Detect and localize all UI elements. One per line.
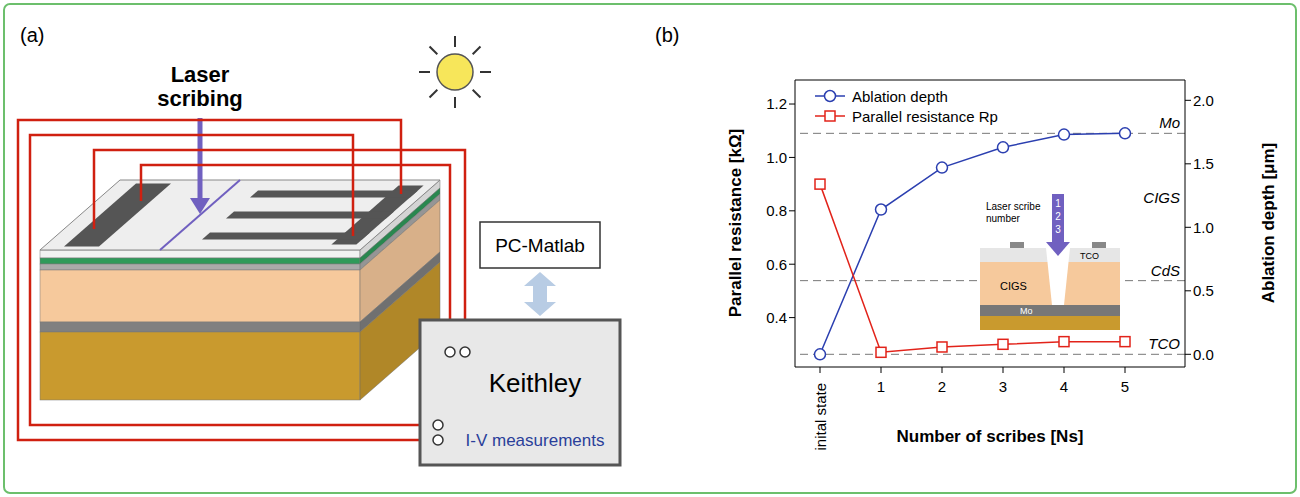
svg-text:TCO: TCO <box>1080 251 1099 261</box>
svg-text:Keithley: Keithley <box>489 368 582 398</box>
svg-text:Laser: Laser <box>171 62 230 87</box>
svg-text:Number of scribes [Ns]: Number of scribes [Ns] <box>896 427 1083 446</box>
svg-text:2: 2 <box>938 378 946 395</box>
svg-text:inital state: inital state <box>812 383 829 451</box>
svg-text:Mo: Mo <box>1159 114 1180 131</box>
svg-text:Parallel resistance Rp: Parallel resistance Rp <box>852 108 998 125</box>
svg-text:(b): (b) <box>655 24 679 46</box>
svg-text:1: 1 <box>1055 198 1061 209</box>
svg-text:number: number <box>986 213 1021 224</box>
svg-text:CdS: CdS <box>1151 262 1180 279</box>
svg-text:3: 3 <box>1055 224 1061 235</box>
svg-text:1.0: 1.0 <box>1193 219 1214 236</box>
svg-text:1.2: 1.2 <box>766 95 787 112</box>
svg-text:Ablation depth: Ablation depth <box>852 88 948 105</box>
svg-text:CIGS: CIGS <box>1143 189 1180 206</box>
svg-text:0.8: 0.8 <box>766 202 787 219</box>
svg-text:4: 4 <box>1060 378 1068 395</box>
svg-text:1: 1 <box>877 378 885 395</box>
svg-text:CIGS: CIGS <box>1000 280 1027 292</box>
svg-text:PC-Matlab: PC-Matlab <box>495 235 585 256</box>
svg-text:0.5: 0.5 <box>1193 282 1214 299</box>
svg-text:2.0: 2.0 <box>1193 92 1214 109</box>
svg-text:(a): (a) <box>20 24 44 46</box>
svg-text:1.0: 1.0 <box>766 149 787 166</box>
svg-text:TCO: TCO <box>1148 335 1180 352</box>
svg-text:Laser scribe: Laser scribe <box>986 201 1041 212</box>
svg-text:0.6: 0.6 <box>766 256 787 273</box>
svg-text:Mo: Mo <box>1020 306 1033 316</box>
svg-text:2: 2 <box>1055 211 1061 222</box>
svg-text:Ablation depth [μm]: Ablation depth [μm] <box>1259 143 1278 304</box>
svg-text:3: 3 <box>999 378 1007 395</box>
svg-text:I-V measurements: I-V measurements <box>466 431 605 450</box>
svg-text:1.5: 1.5 <box>1193 155 1214 172</box>
svg-text:5: 5 <box>1121 378 1129 395</box>
svg-text:0.0: 0.0 <box>1193 346 1214 363</box>
svg-text:Parallel resistance [kΩ]: Parallel resistance [kΩ] <box>726 129 745 317</box>
svg-text:0.4: 0.4 <box>766 309 787 326</box>
svg-text:scribing: scribing <box>157 86 243 111</box>
